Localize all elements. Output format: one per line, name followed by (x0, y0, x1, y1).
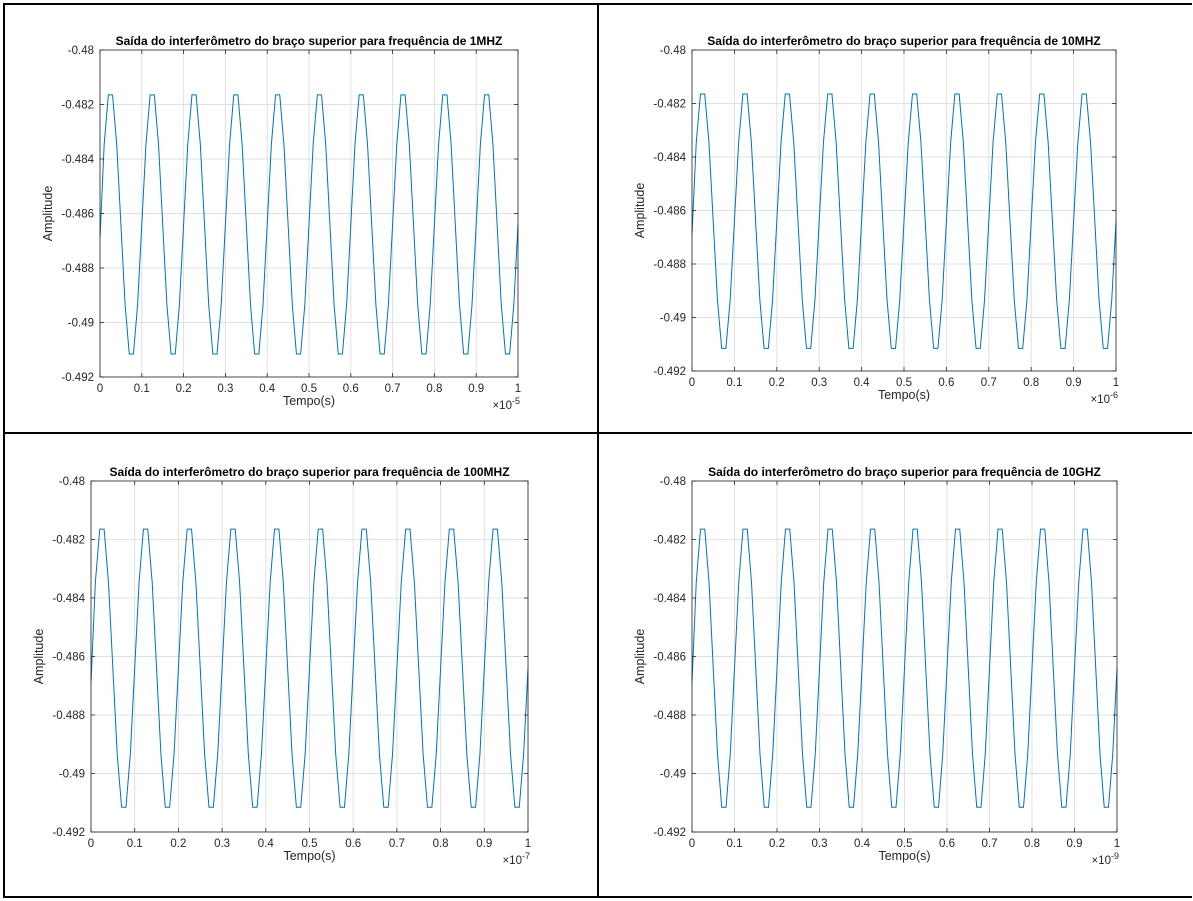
y-tick-label: -0.486 (61, 209, 94, 221)
x-tick-label: 0.7 (981, 377, 997, 389)
x-tick-label: 0.9 (1067, 838, 1083, 850)
x-tick-label: 0.9 (476, 838, 492, 850)
y-axis-label: Amplitude (32, 629, 46, 685)
x-tick-label: 0.4 (259, 383, 276, 395)
x-tick-label: 0 (689, 377, 695, 389)
x-tick-label: 0.6 (343, 383, 359, 395)
y-tick-label: -0.49 (660, 313, 686, 325)
x-axis-label: Tempo(s) (283, 849, 335, 863)
x-tick-label: 1 (515, 383, 521, 395)
chart-title: Saída do interferômetro do braço superio… (109, 465, 509, 479)
y-tick-label: -0.482 (653, 535, 686, 547)
chart-panel-10ghz: 0 0.1 0.2 0.3 0.4 0.5 0.6 0.7 0.8 0.9 1 -0.48 -0.482… (599, 434, 1192, 896)
x-axis-label: Tempo(s) (878, 388, 930, 402)
y-axis-label: Amplitude (41, 186, 55, 242)
chart-title: Saída do interferômetro do braço superio… (708, 465, 1101, 479)
y-tick-label: -0.48 (660, 476, 686, 488)
y-tick-label: -0.492 (52, 827, 85, 839)
y-tick-label: -0.48 (59, 476, 85, 488)
chart-panel-100mhz: 0 0.1 0.2 0.3 0.4 0.5 0.6 0.7 0.8 0.9 1 -0.48 -0.482… (5, 434, 597, 896)
x-exponent-label: ×10-9 (1091, 851, 1119, 867)
x-tick-label: 0.9 (1066, 377, 1082, 389)
y-tick-label: -0.49 (68, 318, 94, 330)
x-tick-label: 0.3 (217, 383, 233, 395)
y-tick-label: -0.486 (653, 206, 686, 218)
x-tick-label: 0.3 (811, 377, 827, 389)
y-tick-label: -0.49 (59, 769, 85, 781)
x-tick-label: 0.6 (345, 838, 361, 850)
y-tick-label: -0.484 (52, 593, 85, 605)
x-tick-label: 0.6 (938, 377, 954, 389)
y-tick-label: -0.48 (660, 45, 686, 57)
y-tick-label: -0.484 (653, 152, 686, 164)
x-tick-label: 0.4 (854, 377, 871, 389)
x-tick-label: 1 (1114, 838, 1120, 850)
y-tick-label: -0.482 (653, 99, 686, 111)
x-tick-label: 0.2 (170, 838, 186, 850)
y-axis-label: Amplitude (633, 183, 647, 239)
y-tick-label: -0.492 (653, 366, 686, 378)
x-tick-label: 0.7 (385, 383, 401, 395)
y-tick-label: -0.484 (653, 593, 686, 605)
x-tick-label: 0.9 (468, 383, 484, 395)
x-tick-label: 0.2 (176, 383, 192, 395)
y-tick-label: -0.488 (653, 710, 686, 722)
x-tick-label: 1 (1113, 377, 1119, 389)
y-tick-label: -0.488 (653, 259, 686, 271)
x-tick-label: 0.7 (389, 838, 405, 850)
chart-100mhz: 0 0.1 0.2 0.3 0.4 0.5 0.6 0.7 0.8 0.9 1 -0.48 -0.482… (5, 434, 597, 896)
x-tick-label: 0.7 (982, 838, 998, 850)
x-exponent-label: ×10-7 (502, 851, 530, 867)
x-tick-label: 0 (97, 383, 103, 395)
x-tick-label: 0.4 (854, 838, 871, 850)
x-tick-label: 0.2 (769, 838, 785, 850)
x-tick-label: 0.2 (769, 377, 785, 389)
y-tick-label: -0.486 (52, 652, 85, 664)
x-tick-label: 0.4 (258, 838, 275, 850)
chart-title: Saída do interferômetro do braço superio… (707, 34, 1100, 48)
x-tick-label: 0.1 (127, 838, 143, 850)
x-tick-label: 1 (525, 838, 531, 850)
x-tick-label: 0.8 (426, 383, 442, 395)
x-exponent-label: ×10-5 (492, 396, 520, 412)
y-tick-label: -0.488 (52, 710, 85, 722)
x-axis-label: Tempo(s) (878, 849, 930, 863)
y-tick-label: -0.492 (61, 372, 94, 384)
y-tick-label: -0.486 (653, 652, 686, 664)
x-tick-label: 0.1 (726, 377, 742, 389)
x-tick-label: 0 (88, 838, 94, 850)
x-tick-label: 0 (689, 838, 695, 850)
chart-10mhz: 0 0.1 0.2 0.3 0.4 0.5 0.6 0.7 0.8 0.9 1 -0.48 -0.482… (599, 5, 1192, 432)
y-tick-label: -0.488 (61, 263, 94, 275)
x-tick-label: 0.6 (939, 838, 955, 850)
x-exponent-label: ×10-6 (1090, 390, 1118, 406)
x-tick-label: 0.1 (727, 838, 743, 850)
y-tick-label: -0.48 (68, 45, 94, 57)
x-tick-label: 0.8 (433, 838, 449, 850)
chart-title: Saída do interferômetro do braço superio… (116, 34, 503, 48)
chart-panel-1mhz: 0 0.1 0.2 0.3 0.4 0.5 0.6 0.7 0.8 0.9 1 -0.48 -0.482… (5, 5, 597, 432)
y-tick-label: -0.49 (660, 769, 686, 781)
y-tick-label: -0.484 (61, 154, 94, 166)
y-tick-label: -0.482 (61, 100, 94, 112)
x-axis-label: Tempo(s) (283, 394, 335, 408)
x-tick-label: 0.1 (134, 383, 150, 395)
chart-1mhz: 0 0.1 0.2 0.3 0.4 0.5 0.6 0.7 0.8 0.9 1 -0.48 -0.482… (5, 5, 597, 432)
x-tick-label: 0.3 (214, 838, 230, 850)
y-tick-label: -0.482 (52, 535, 85, 547)
y-axis-label: Amplitude (633, 629, 647, 685)
x-tick-label: 0.3 (812, 838, 828, 850)
chart-10ghz: 0 0.1 0.2 0.3 0.4 0.5 0.6 0.7 0.8 0.9 1 -0.48 -0.482… (599, 434, 1192, 896)
x-tick-label: 0.8 (1024, 838, 1040, 850)
x-tick-label: 0.8 (1023, 377, 1039, 389)
chart-panel-10mhz: 0 0.1 0.2 0.3 0.4 0.5 0.6 0.7 0.8 0.9 1 -0.48 -0.482… (599, 5, 1192, 432)
y-tick-label: -0.492 (653, 827, 686, 839)
